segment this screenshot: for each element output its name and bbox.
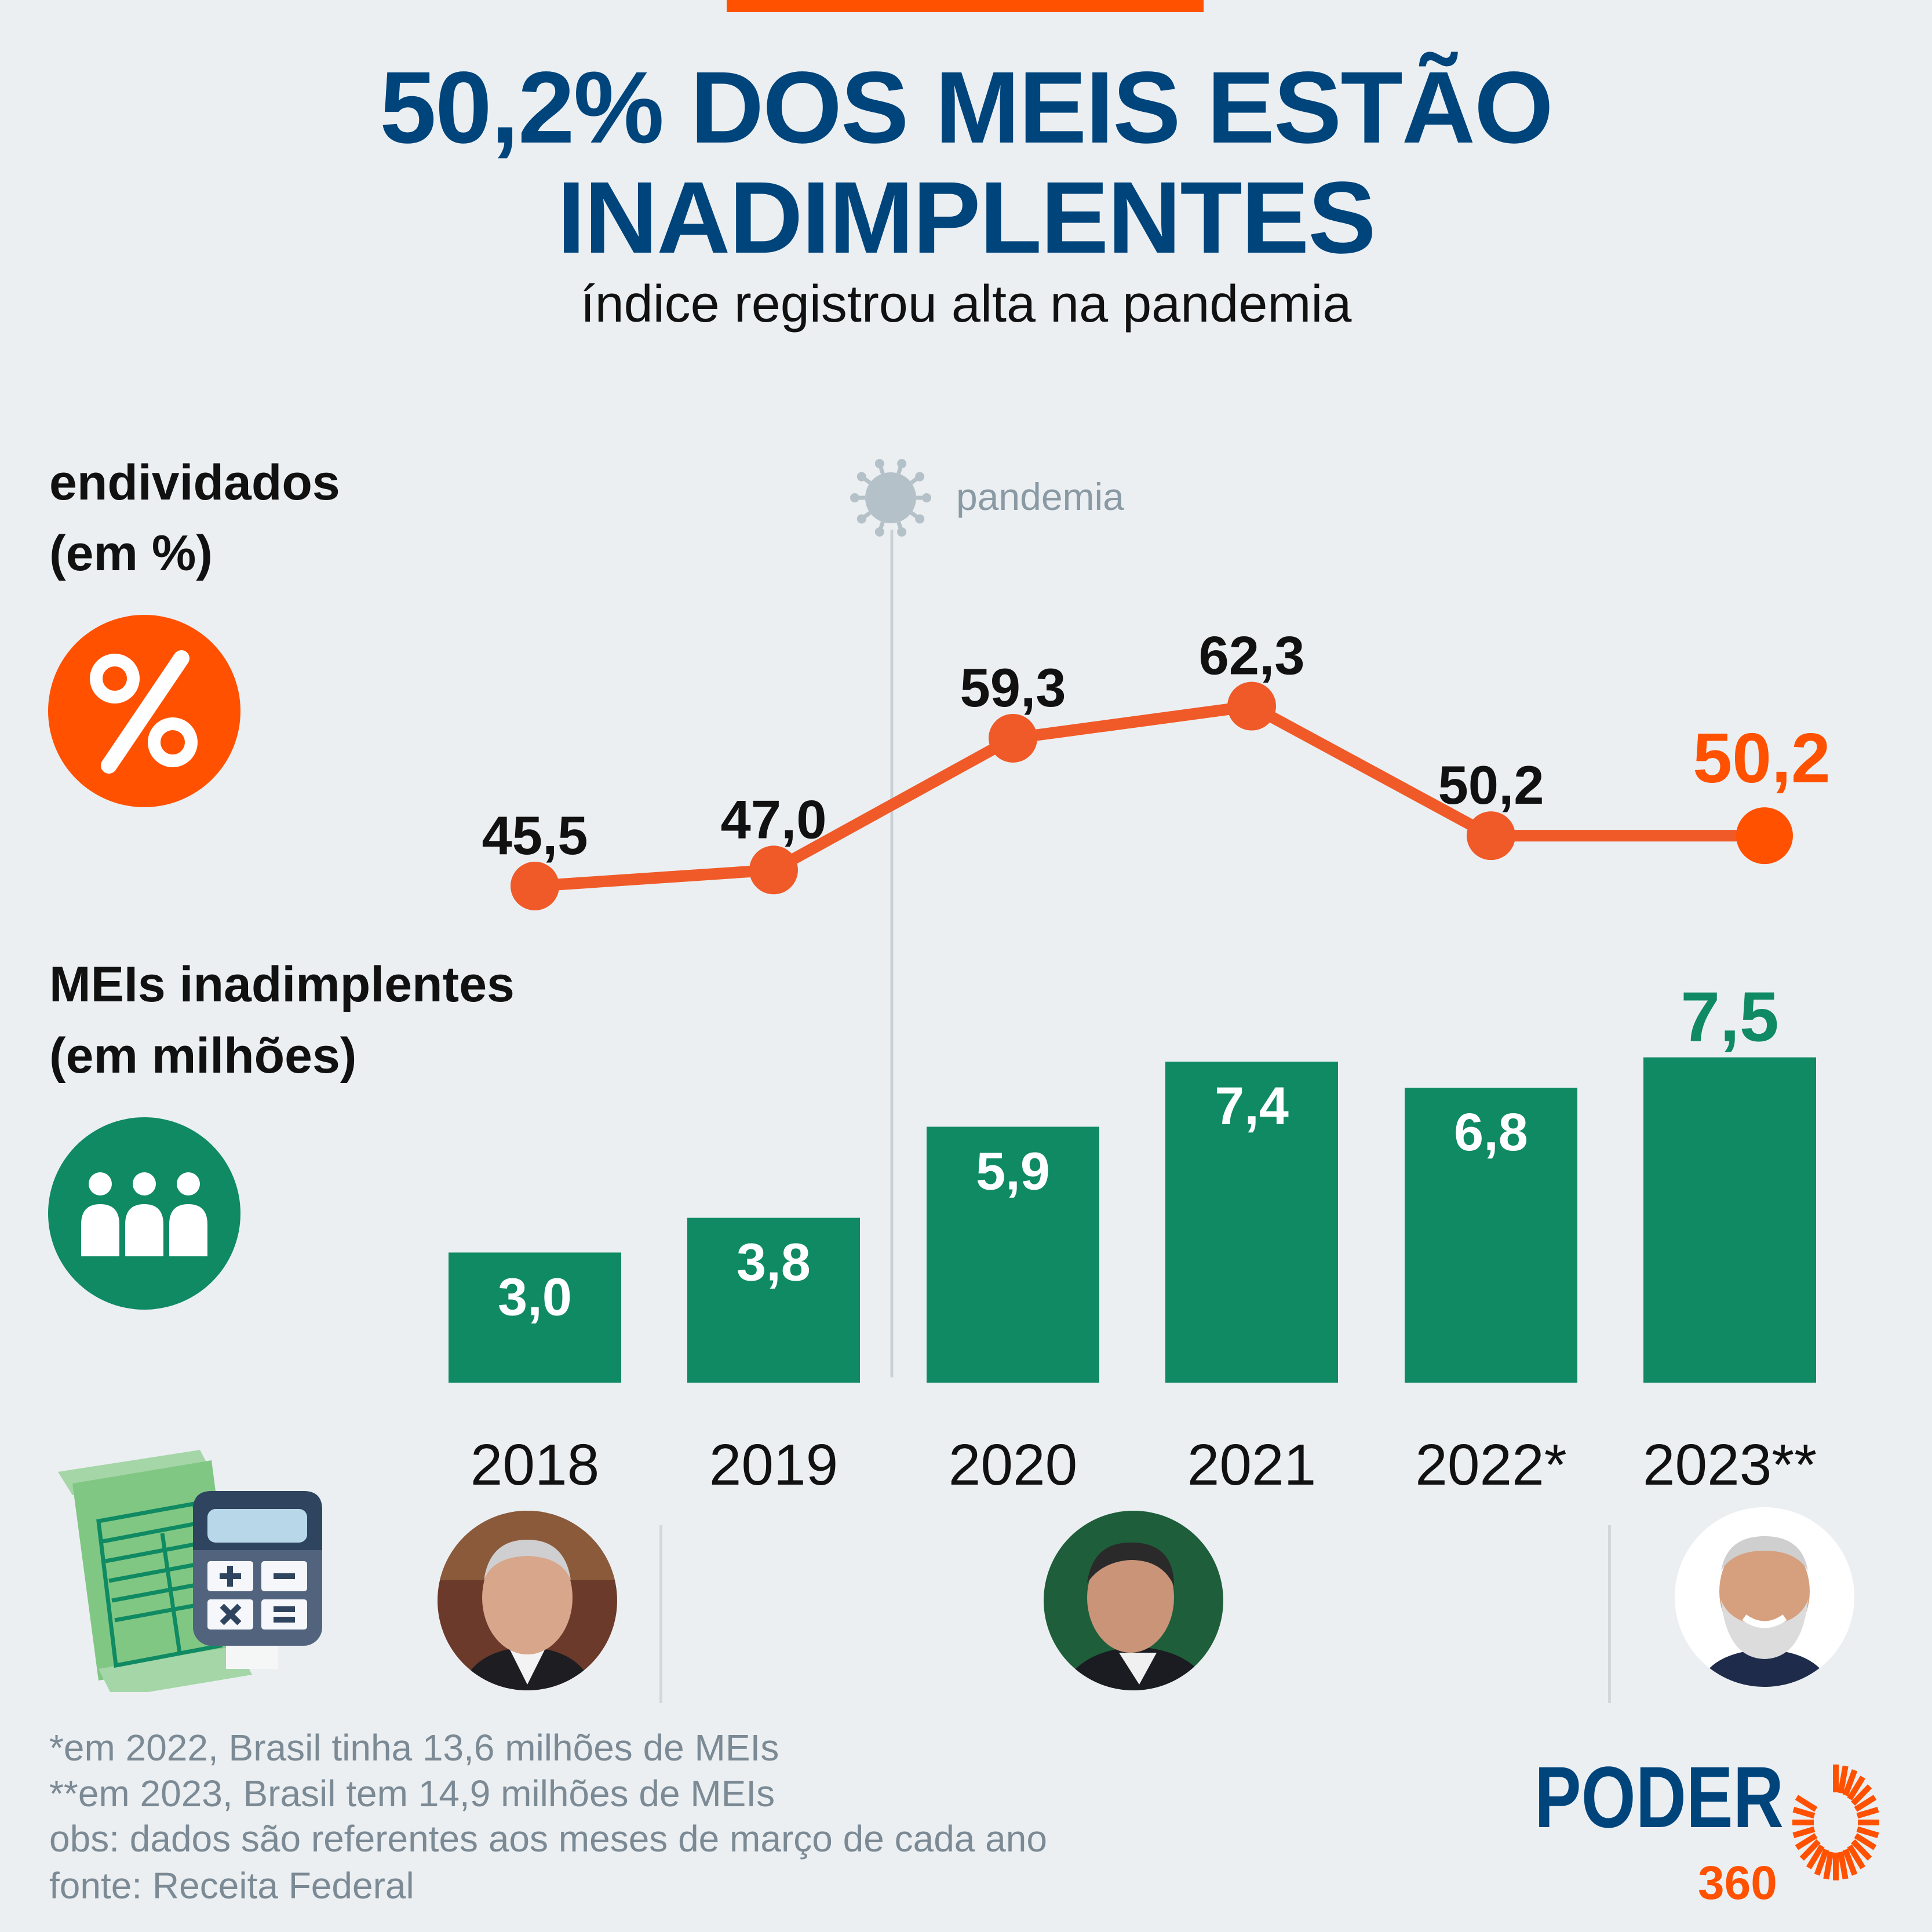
line-point-2022* [1467,811,1515,861]
bar-2023** [1643,1057,1816,1383]
bar-series-label: MEIs inadimplentes [49,957,515,1012]
term-divider [1608,1525,1611,1703]
top-accent-bar [727,0,1204,12]
calculator-spreadsheet-icon [58,1450,322,1692]
line-series [534,700,1765,892]
year-label: 2019 [709,1432,838,1497]
line-value-label: 62,3 [1199,625,1305,686]
footnote-2022: *em 2022, Brasil tinha 13,6 milhões de M… [49,1727,779,1769]
line-point-2020 [989,713,1037,763]
year-label: 2022* [1415,1432,1566,1497]
bar-value-label: 3,8 [737,1233,811,1292]
logo-number: 360 [1698,1857,1777,1909]
president-photo-temer [438,1511,617,1690]
year-label: 2023** [1643,1432,1817,1497]
line-point-2023** [1736,807,1793,865]
term-divider [659,1525,662,1703]
bar-value-label: 5,9 [976,1142,1050,1201]
year-label: 2021 [1187,1432,1316,1497]
subtitle: índice registrou alta na pandemia [580,275,1352,333]
line-point-2018 [511,862,559,910]
bar-value-label: 6,8 [1454,1103,1528,1162]
footnote-obs: obs: dados são referentes aos meses de m… [49,1818,1047,1860]
line-point-2021 [1227,681,1276,731]
line-value-label: 45,5 [482,805,588,866]
line-value-label: 50,2 [1438,754,1544,815]
bar-2018 [449,1252,621,1383]
combo-chart: pandemia 3,0 3,8 5,9 7,4 6,8 7,5 45,5 47,0 59,3… [449,459,1831,1497]
bar-2019 [687,1217,860,1383]
percent-icon [48,615,240,807]
footnote-source: fonte: Receita Federal [49,1865,414,1907]
line-series-label: endividados [49,455,340,511]
line-value-label: 50,2 [1693,719,1830,797]
people-icon [48,1117,240,1310]
year-label: 2018 [471,1432,599,1497]
bar-value-label: 3,0 [498,1267,572,1326]
bar-value-label: 7,4 [1215,1077,1289,1136]
poder360-logo: PODER 360 [1534,1753,1879,1909]
bar-series-unit: (em milhões) [49,1028,357,1084]
president-photo-lula [1675,1507,1854,1687]
logo-word: PODER [1534,1753,1784,1846]
title-line-2: INADIMPLENTES [557,161,1376,275]
title-line-1: 50,2% DOS MEIS ESTÃO [380,51,1554,165]
line-point-2019 [749,845,798,895]
virus-icon [850,459,931,537]
line-value-label: 59,3 [960,657,1066,718]
bar-2022* [1405,1088,1577,1383]
year-label: 2020 [949,1432,1077,1497]
bar-value-label: 7,5 [1681,978,1779,1056]
bar-2021 [1165,1062,1338,1383]
president-photo-bolsonaro [1044,1511,1223,1690]
line-value-label: 47,0 [721,789,827,850]
pandemic-label: pandemia [956,475,1124,518]
bar-2020 [927,1127,1099,1383]
line-series-unit: (em %) [49,526,213,581]
footnote-2023: **em 2023, Brasil tem 14,9 milhões de ME… [49,1773,775,1814]
